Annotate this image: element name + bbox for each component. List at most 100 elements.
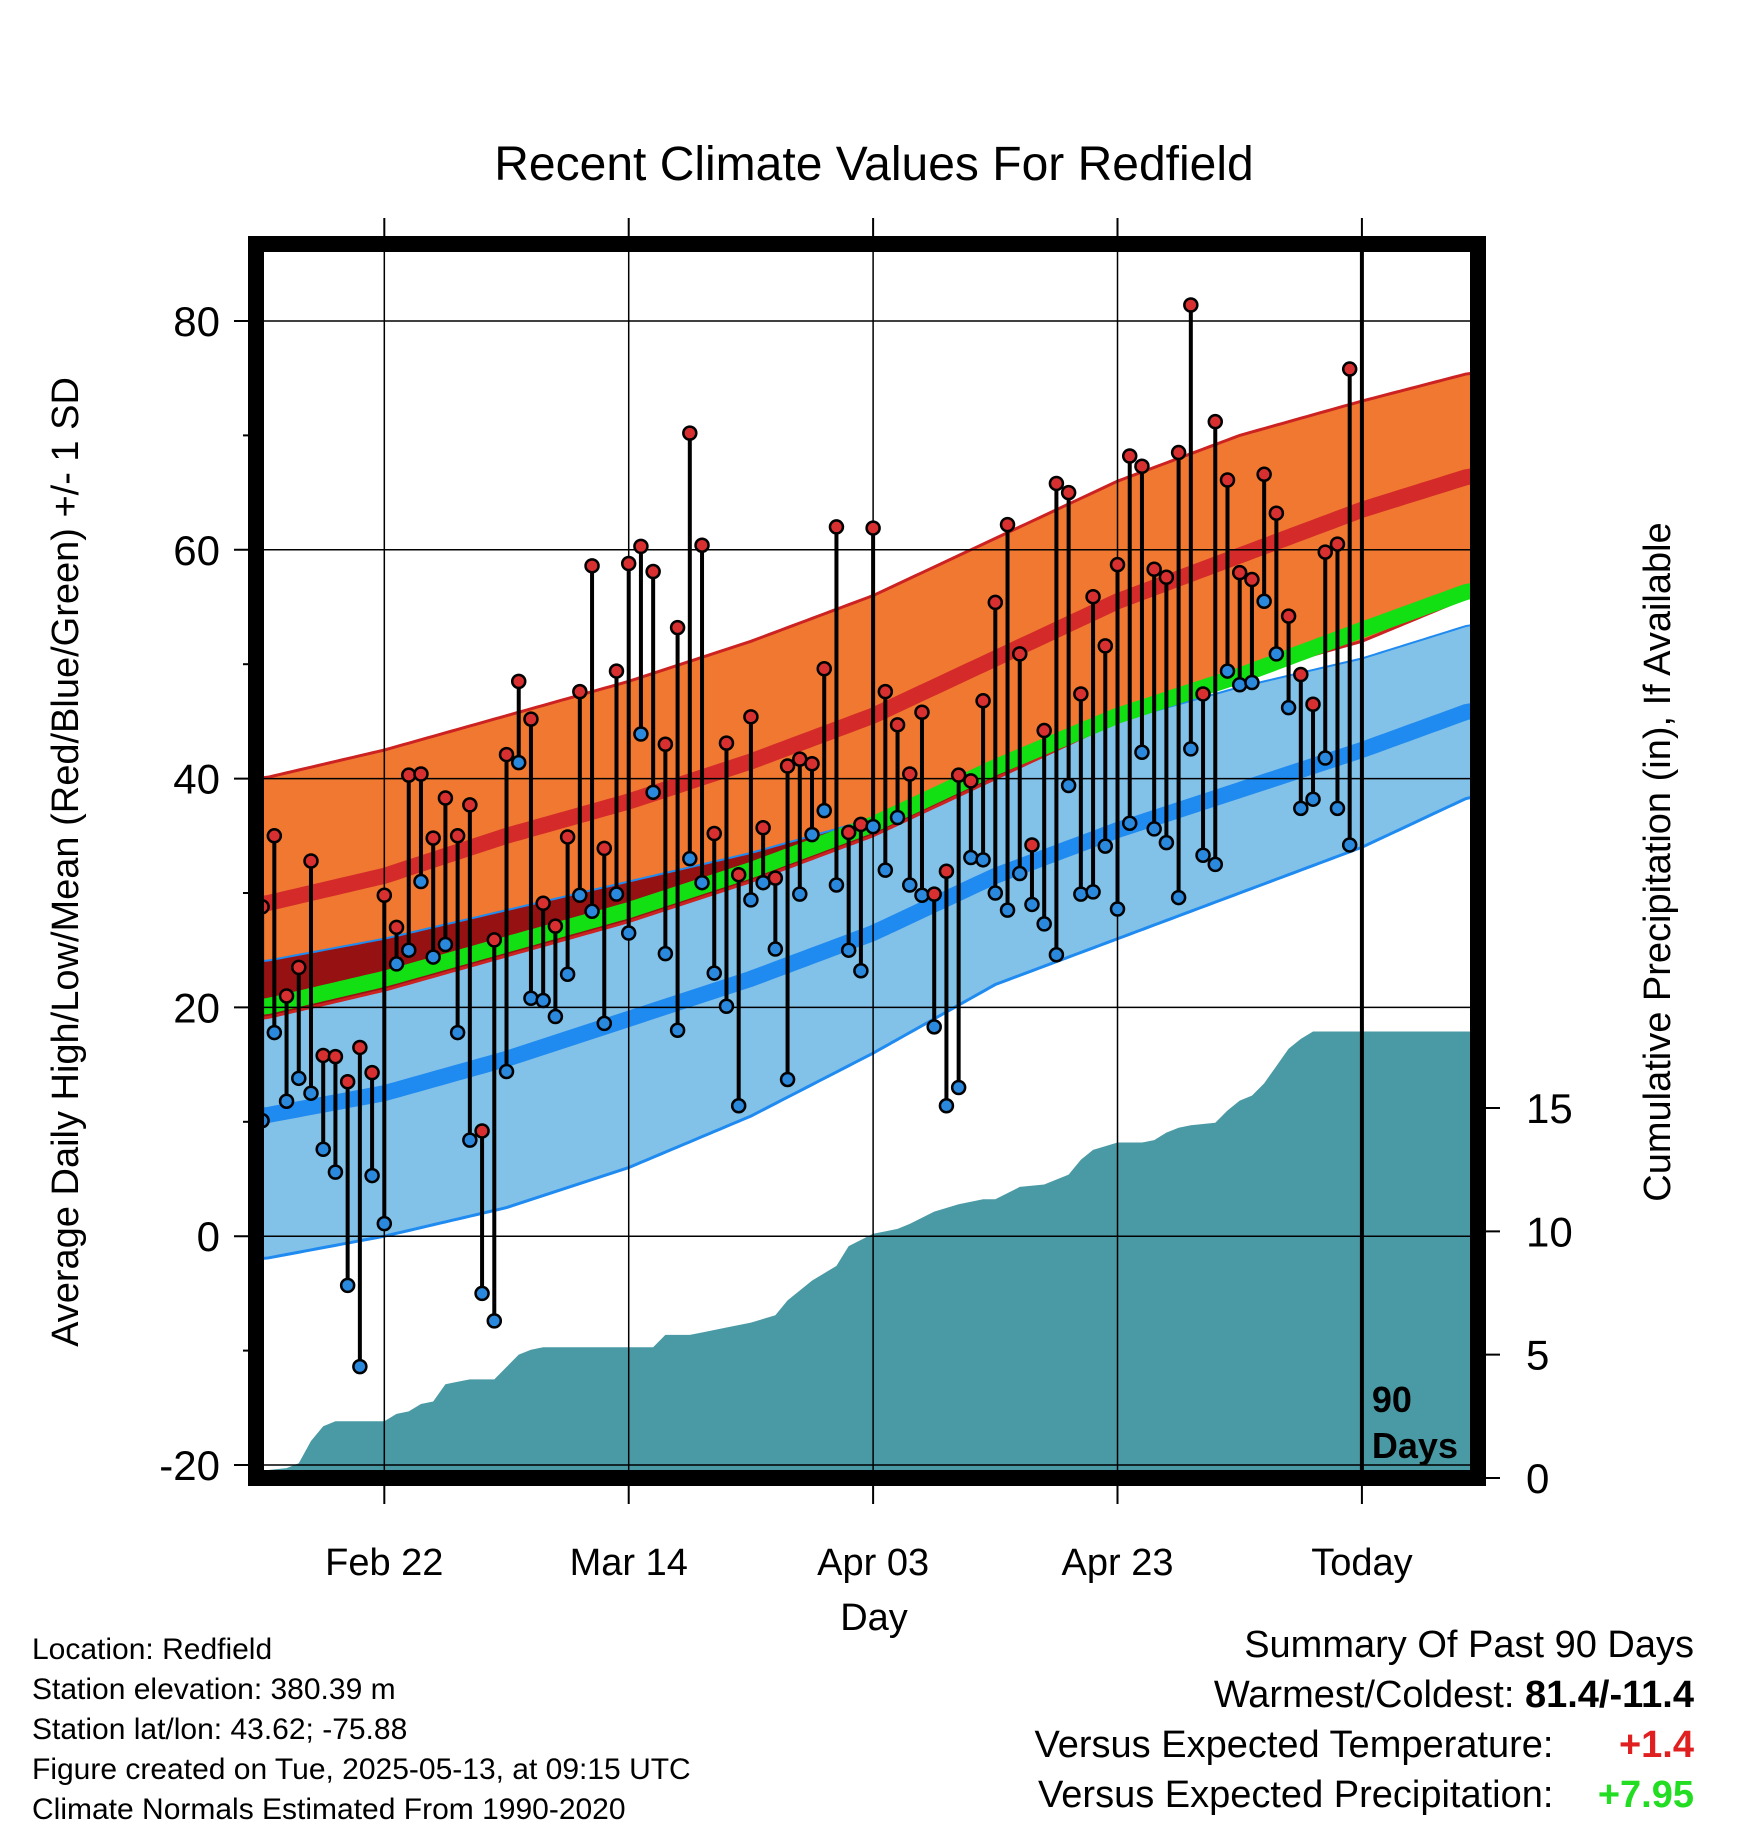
overlap-band (256, 595, 1478, 1019)
daily-high-point (718, 735, 735, 751)
latlon-text: Station lat/lon: 43.62; -75.88 (32, 1713, 408, 1746)
daily-low-point (364, 1167, 380, 1184)
daily-low-point (633, 726, 649, 742)
daily-high-point (975, 693, 991, 709)
daily-high-point (938, 863, 955, 880)
daily-low-point (535, 992, 551, 1009)
daily-high-point (816, 661, 832, 677)
daily-low-point (339, 1277, 356, 1294)
normals-text: Climate Normals Estimated From 1990-2020 (32, 1793, 626, 1826)
daily-low-point (975, 852, 991, 868)
daily-low-point (1244, 674, 1260, 691)
daily-low-point (1280, 699, 1297, 716)
daily-high-point (730, 866, 747, 883)
x-axis-label: Day (840, 1597, 908, 1639)
daily-high-point (620, 555, 637, 572)
daily-high-point (388, 919, 405, 936)
daily-high-point (1024, 837, 1040, 853)
daily-high-point (840, 824, 857, 841)
warmest-label: Warmest/Coldest: (1213, 1674, 1515, 1716)
daily-high-point (682, 425, 698, 441)
daily-low-point (963, 849, 979, 866)
y2-tick-label: 5 (1526, 1332, 1549, 1379)
daily-low-point (572, 887, 588, 904)
daily-high-point (1158, 569, 1175, 586)
daily-low-point (1146, 821, 1162, 837)
daily-high-point (1244, 571, 1260, 588)
daily-low-point (999, 902, 1016, 918)
daily-low-point (938, 1098, 955, 1114)
daily-low-point (1341, 837, 1358, 853)
daily-low-point (1293, 800, 1309, 817)
daily-low-point (303, 1085, 319, 1101)
x-tick-label: Apr 23 (1062, 1542, 1174, 1584)
daily-high-point (1280, 608, 1297, 624)
daily-high-point (1207, 413, 1224, 430)
daily-low-point (547, 1008, 564, 1025)
daily-low-point (401, 942, 417, 958)
daily-high-point (352, 1039, 368, 1056)
daily-high-point (1268, 505, 1285, 521)
daily-high-point (926, 886, 942, 902)
daily-high-point (1231, 564, 1248, 581)
daily-high-point (804, 755, 820, 772)
daily-high-point (755, 820, 771, 836)
daily-high-point (999, 516, 1016, 533)
daily-low-point (425, 949, 441, 965)
daily-low-point (657, 945, 674, 962)
daily-low-point (608, 886, 625, 902)
daily-low-point (278, 1093, 295, 1109)
precip-area (262, 1031, 1478, 1478)
low-mean-line (255, 702, 1480, 1125)
daily-low-point (816, 802, 832, 819)
daily-high-point (1048, 475, 1065, 492)
daily-high-point (743, 709, 759, 725)
daily-high-point (1109, 556, 1126, 573)
daily-low-point (718, 998, 735, 1015)
daily-low-point (474, 1285, 490, 1302)
daily-low-point (291, 1070, 307, 1087)
daily-high-point (498, 746, 515, 763)
elevation-text: Station elevation: 380.39 m (32, 1673, 396, 1706)
daily-high-point (1085, 588, 1101, 605)
daily-low-point (1060, 777, 1077, 794)
daily-high-point (914, 704, 930, 720)
daily-high-point (1036, 722, 1052, 739)
daily-high-point (449, 828, 466, 844)
daily-high-point (278, 988, 295, 1004)
daily-low-point (596, 1015, 613, 1032)
daily-high-point (1121, 448, 1138, 464)
precip-row: Versus Expected Precipitation: +7.95 (1035, 1770, 1694, 1820)
y-tick-label: 80 (173, 298, 220, 345)
plot-area: 90 Days -20 0 20 40 60 80 0 5 10 15 Feb 22 Mar 14 Apr … (159, 218, 1573, 1584)
daily-high-point (1097, 638, 1114, 654)
daily-low-point (1256, 593, 1272, 610)
y2-tick-label: 0 (1526, 1455, 1549, 1502)
temp-value: +1.4 (1618, 1724, 1694, 1766)
x-tick-label: Today (1311, 1542, 1412, 1584)
daily-low-point (706, 965, 722, 981)
daily-high-point (339, 1074, 356, 1090)
high-mean-line (255, 467, 1480, 913)
daily-high-point (1073, 686, 1089, 702)
daily-low-point (1121, 815, 1138, 831)
daily-low-point (914, 887, 930, 904)
daily-high-point (865, 520, 881, 536)
plot-frame (248, 236, 1486, 1486)
daily-high-point (376, 887, 393, 904)
daily-high-point (547, 918, 564, 934)
daily-high-point (413, 766, 429, 782)
y-tick-label: 40 (173, 756, 220, 803)
daily-low-point (987, 885, 1004, 901)
y-tick-label: 60 (173, 527, 220, 574)
daily-high-point (266, 828, 283, 844)
daily-low-point (730, 1098, 747, 1114)
daily-low-point (523, 990, 539, 1006)
daily-high-point (303, 853, 319, 869)
daily-low-point (1170, 889, 1187, 906)
daily-high-point (474, 1123, 490, 1139)
daily-low-point (1317, 750, 1333, 766)
high-sd-band (256, 372, 1478, 1019)
precip-value: +7.95 (1597, 1774, 1694, 1816)
